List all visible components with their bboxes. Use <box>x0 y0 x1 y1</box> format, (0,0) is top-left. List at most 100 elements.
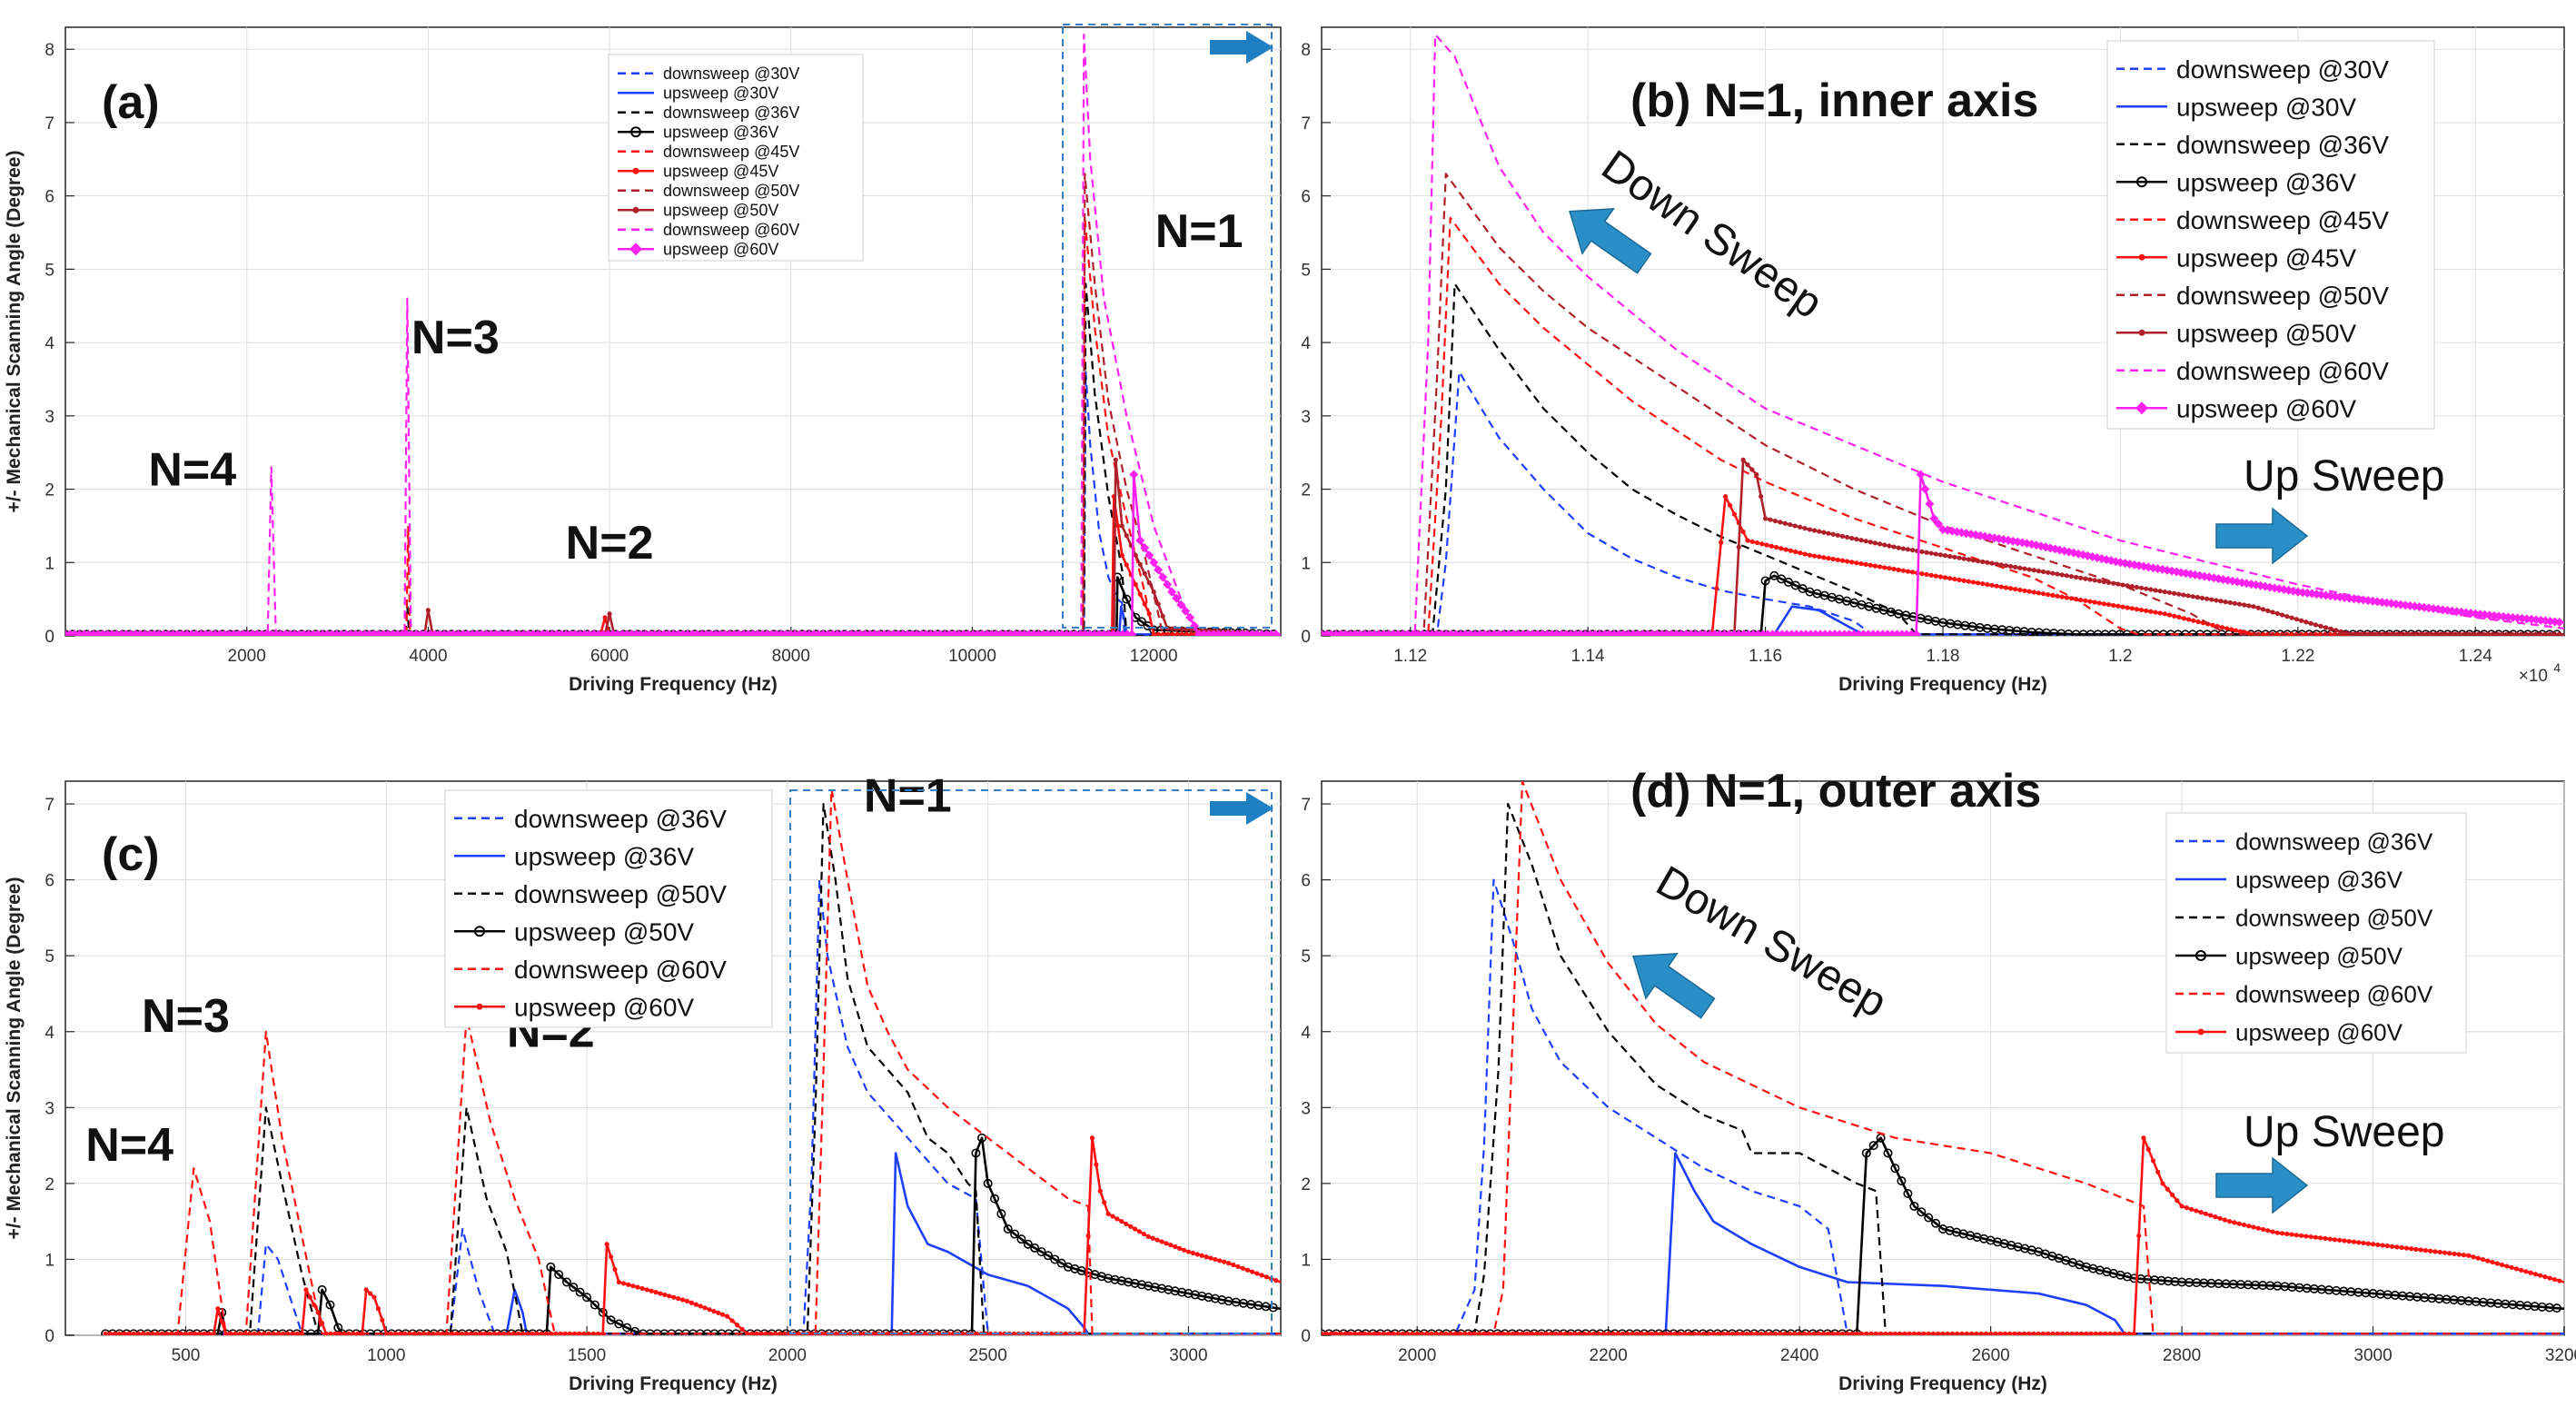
series-upsweep-45v-point <box>2017 587 2023 593</box>
series-upsweep-50v-point <box>1772 518 1778 524</box>
series-upsweep-60v-point <box>2428 1248 2433 1254</box>
series-upsweep-60v-point <box>1993 1331 1998 1335</box>
series-upsweep-60v-point <box>1797 1331 1802 1335</box>
series-upsweep-60v-point <box>1520 1331 1525 1335</box>
series-upsweep-45v-point <box>2040 591 2046 597</box>
series-upsweep-45v-point <box>1933 573 1938 579</box>
series-upsweep-50v-point <box>1155 601 1161 607</box>
legend-marker <box>2135 401 2148 415</box>
series-upsweep-60v-point <box>1505 1331 1511 1335</box>
series-upsweep-60v-point <box>773 1331 778 1335</box>
series-upsweep-45v-point <box>2172 613 2177 619</box>
series-upsweep-45v-point <box>2224 626 2230 631</box>
series-upsweep-60v-point <box>145 1331 151 1335</box>
series-upsweep-50v-point <box>1197 1291 1207 1301</box>
series-upsweep-50v-point <box>2204 596 2210 601</box>
series-upsweep-60v-point <box>2370 1242 2376 1247</box>
series-upsweep-50v-point <box>1184 1289 1194 1299</box>
series-upsweep-50v-point <box>2138 585 2145 590</box>
series-upsweep-60v-point <box>2399 1244 2404 1251</box>
series-upsweep-60v-point <box>501 1331 507 1335</box>
series-upsweep-45v-point <box>1980 581 1986 587</box>
y-axis-label: +/- Mechanical Scanning Angle (Degree) <box>4 877 25 1240</box>
series-downsweep-36v-line <box>1322 282 2564 636</box>
series-upsweep-50v-point <box>2495 631 2501 636</box>
series-upsweep-50v-point <box>1056 1258 1066 1268</box>
series-upsweep-60v-point <box>2384 1244 2390 1249</box>
series-upsweep-60v-point <box>2361 1240 2366 1246</box>
series-upsweep-60v-point <box>754 1331 759 1335</box>
series-upsweep-45v-point <box>1989 582 1995 588</box>
x-tick-label: 1.12 <box>1393 647 1427 666</box>
series-upsweep-45v-point <box>2055 593 2060 599</box>
legend-marker <box>629 243 642 256</box>
series-upsweep-60v-point <box>2002 1331 2007 1335</box>
series-upsweep-50v-point <box>2148 587 2154 592</box>
series-upsweep-60v-point <box>658 1291 663 1296</box>
x-axis-label: Driving Frequency (Hz) <box>569 1373 778 1394</box>
series-upsweep-50v-point <box>1807 527 1813 532</box>
y-axis-label: +/- Mechanical Scanning Angle (Degree) <box>4 151 25 513</box>
series-upsweep-60v-point <box>1940 1331 1946 1335</box>
series-upsweep-60v-point <box>1491 1331 1497 1335</box>
series-upsweep-50v-point <box>996 1209 1006 1219</box>
series-upsweep-60v-point <box>2351 1239 2357 1244</box>
series-upsweep-50v-point <box>2538 631 2543 636</box>
series-upsweep-60v-point <box>635 1284 640 1290</box>
series-upsweep-45v-point <box>2073 597 2079 602</box>
series-upsweep-60v-point <box>1974 1331 1979 1335</box>
series-upsweep-45v-point <box>2166 612 2173 618</box>
series-upsweep-45v-point <box>1957 577 1962 582</box>
y-tick-label: 2 <box>45 481 54 500</box>
series-upsweep-50v-point <box>2551 631 2558 636</box>
series-upsweep-50v-point <box>2246 603 2252 609</box>
series-upsweep-50v-point <box>2429 631 2434 636</box>
series-upsweep-45v-point <box>2068 596 2075 601</box>
series-upsweep-50v-point <box>1883 1148 1893 1158</box>
series-upsweep-50v-point <box>2078 575 2084 580</box>
series-upsweep-60v-point <box>778 1331 783 1335</box>
series-upsweep-50v-point <box>1975 558 1981 564</box>
x-tick-label: 12000 <box>1130 647 1178 666</box>
series-upsweep-50v-point <box>2209 597 2214 602</box>
series-upsweep-60v-point <box>323 1331 329 1335</box>
series-upsweep-60v-point <box>126 1331 132 1335</box>
series-upsweep-50v-point <box>425 608 431 613</box>
series-upsweep-60v-point <box>796 1331 801 1335</box>
series-upsweep-50v-point <box>1868 1141 1878 1151</box>
series-upsweep-60v-point <box>375 1306 381 1312</box>
series-upsweep-45v-point <box>2115 603 2121 609</box>
legend-marker <box>476 1003 483 1010</box>
series-upsweep-60v-point <box>1097 1188 1103 1194</box>
series-upsweep-50v-point <box>2171 590 2177 596</box>
series-upsweep-60v-point <box>337 1331 342 1335</box>
series-upsweep-60v-point <box>707 1307 712 1313</box>
series-upsweep-60v-point <box>1936 1331 1941 1335</box>
series-upsweep-60v-point <box>393 1331 399 1335</box>
series-upsweep-60v-point <box>1811 1331 1817 1335</box>
series-upsweep-60v-point <box>1883 1331 1888 1335</box>
mode-label-N3: N=3 <box>411 312 500 364</box>
series-upsweep-60v-point <box>2117 1331 2123 1335</box>
series-upsweep-60v-point <box>2055 1331 2060 1335</box>
series-upsweep-50v-point <box>1036 1247 1046 1257</box>
series-upsweep-60v-point <box>1826 1331 1831 1335</box>
series-upsweep-60v-point <box>1129 470 1139 480</box>
series-upsweep-45v-point <box>1137 591 1143 597</box>
series-upsweep-50v-point <box>1268 1303 1278 1313</box>
series-upsweep-50v-point <box>2170 1276 2180 1286</box>
legend-entry-label: upsweep @50V <box>2235 942 2403 969</box>
series-upsweep-50v-point <box>590 1300 599 1310</box>
series-upsweep-60v-point <box>178 1331 183 1335</box>
series-upsweep-60v-point <box>2332 1237 2338 1243</box>
legend-entry-label: upsweep @45V <box>2176 243 2356 272</box>
series-upsweep-50v-point <box>2472 631 2477 636</box>
series-upsweep-60v-point <box>1978 1331 1984 1335</box>
series-upsweep-50v-point <box>1970 558 1977 563</box>
series-upsweep-60v-point <box>2189 1206 2195 1212</box>
series-upsweep-50v-point <box>1142 570 1147 576</box>
series-upsweep-45v-point <box>2162 611 2167 617</box>
series-upsweep-50v-point <box>1146 580 1152 586</box>
series-upsweep-50v-point <box>1817 529 1822 534</box>
series-upsweep-50v-point <box>1144 1281 1154 1291</box>
